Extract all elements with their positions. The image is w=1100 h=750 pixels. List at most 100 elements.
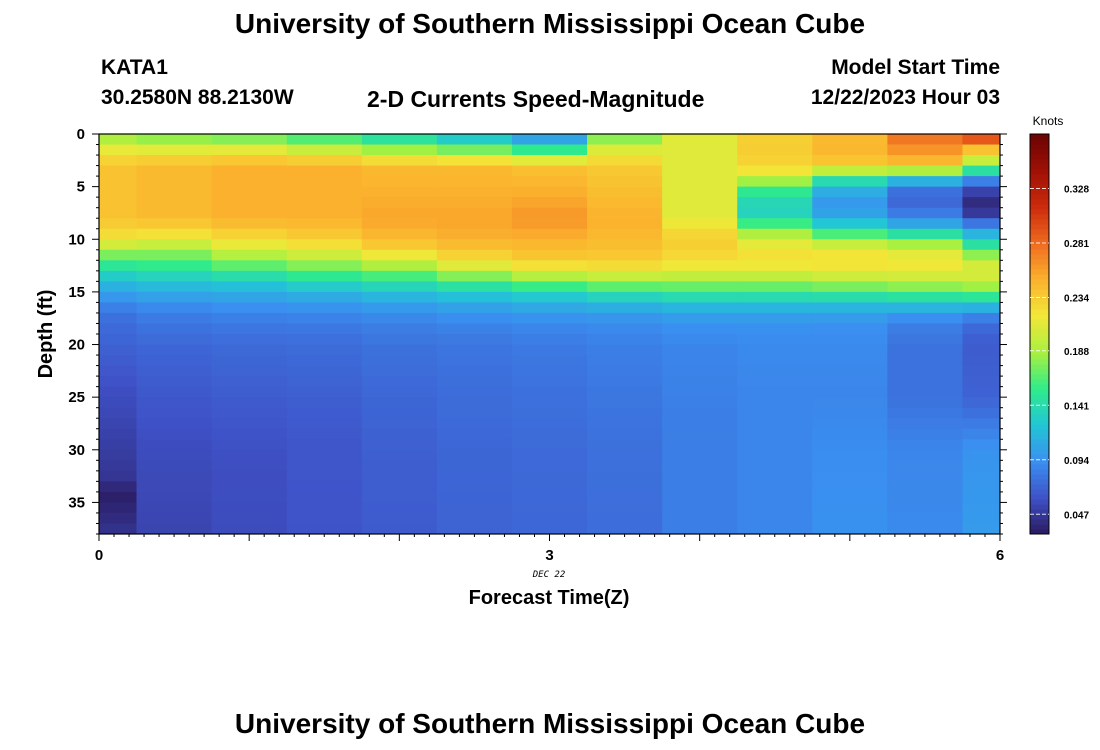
colorbar-segment — [1030, 144, 1049, 150]
heatmap-cell — [211, 176, 288, 188]
heatmap-cell — [136, 218, 213, 230]
heatmap-cell — [436, 144, 513, 156]
heatmap-cell — [136, 481, 213, 493]
colorbar-segment — [1030, 169, 1049, 175]
heatmap-cell — [887, 397, 963, 409]
colorbar-segment — [1030, 149, 1049, 155]
heatmap-cell — [361, 407, 438, 419]
heatmap-cell — [286, 239, 363, 251]
heatmap-cell — [361, 439, 438, 451]
colorbar-segment — [1030, 424, 1049, 430]
heatmap-cell — [286, 512, 363, 524]
colorbar-segment — [1030, 134, 1049, 140]
heatmap-cell — [436, 397, 513, 409]
heatmap-cell — [662, 428, 738, 440]
heatmap-cell — [136, 512, 213, 524]
heatmap-cell — [511, 186, 588, 198]
heatmap-cell — [887, 134, 963, 145]
heatmap-cell — [136, 386, 213, 398]
heatmap-cell — [211, 439, 288, 451]
heatmap-cell — [361, 291, 438, 303]
heatmap-cell — [136, 407, 213, 419]
heatmap-cell — [962, 376, 1001, 388]
heatmap-cell — [887, 176, 963, 188]
heatmap-cell — [436, 334, 513, 345]
heatmap-cell — [286, 312, 363, 324]
heatmap-cell — [587, 460, 663, 472]
heatmap-cell — [436, 481, 513, 493]
heatmap-cell — [737, 334, 813, 345]
heatmap-cell — [812, 523, 888, 535]
heatmap-cell — [812, 249, 888, 261]
heatmap-cell — [286, 323, 363, 335]
heatmap-cell — [136, 460, 213, 472]
y-tick-label: 30 — [68, 442, 85, 459]
heatmap-cell — [662, 439, 738, 451]
heatmap-cell — [286, 207, 363, 219]
heatmap-cell — [587, 428, 663, 440]
heatmap-cell — [887, 523, 963, 535]
colorbar-segment — [1030, 469, 1049, 475]
heatmap-cell — [136, 491, 213, 503]
heatmap-cell — [587, 260, 663, 272]
heatmap-cell — [136, 144, 213, 156]
heatmap-cell — [286, 376, 363, 388]
heatmap-cell — [962, 365, 1001, 377]
heatmap-cell — [662, 186, 738, 198]
heatmap-cell — [136, 323, 213, 335]
x-tick-label: 6 — [996, 547, 1004, 564]
heatmap-cell — [737, 449, 813, 461]
heatmap-cell — [887, 470, 963, 482]
heatmap-cell — [211, 470, 288, 482]
heatmap-cell — [812, 176, 888, 188]
heatmap-cell — [211, 386, 288, 398]
y-tick-label: 0 — [77, 126, 85, 143]
heatmap-cell — [511, 523, 588, 535]
heatmap-cell — [737, 376, 813, 388]
heatmap-cell — [99, 218, 137, 230]
heatmap-cell — [436, 386, 513, 398]
heatmap-cell — [136, 397, 213, 409]
heatmap-cell — [211, 397, 288, 409]
heatmap-cell — [511, 355, 588, 366]
heatmap-cell — [99, 460, 137, 472]
heatmap-cell — [436, 260, 513, 272]
heatmap-cell — [662, 249, 738, 261]
heatmap-cell — [662, 312, 738, 324]
heatmap-cell — [361, 323, 438, 335]
colorbar-segment — [1030, 264, 1049, 270]
heatmap-cell — [587, 512, 663, 524]
heatmap-cell — [361, 134, 438, 145]
heatmap-cell — [962, 460, 1001, 472]
heatmap-cell — [662, 281, 738, 293]
y-tick-label: 35 — [68, 494, 85, 511]
heatmap-cell — [286, 449, 363, 461]
heatmap-cell — [812, 197, 888, 209]
heatmap-cell — [361, 386, 438, 398]
heatmap-cell — [286, 228, 363, 240]
heatmap-cell — [662, 523, 738, 535]
heatmap-cell — [286, 281, 363, 293]
heatmap-cell — [211, 449, 288, 461]
heatmap-cell — [361, 365, 438, 377]
heatmap-cell — [587, 365, 663, 377]
colorbar-segment — [1030, 394, 1049, 400]
heatmap-cell — [436, 134, 513, 145]
heatmap-cell — [587, 418, 663, 430]
heatmap-cell — [361, 144, 438, 156]
colorbar-segment — [1030, 464, 1049, 470]
colorbar-segment — [1030, 509, 1049, 515]
heatmap-cell — [511, 502, 588, 514]
heatmap-cell — [587, 228, 663, 240]
heatmap-cell — [737, 428, 813, 440]
heatmap-cell — [511, 470, 588, 482]
heatmap-cell — [511, 281, 588, 293]
heatmap-cell — [812, 207, 888, 219]
colorbar-segment — [1030, 414, 1049, 420]
heatmap-cell — [286, 481, 363, 493]
colorbar-segment — [1030, 319, 1049, 325]
heatmap-cell — [286, 460, 363, 472]
heatmap-cell — [99, 449, 137, 461]
heatmap-cell — [962, 281, 1001, 293]
